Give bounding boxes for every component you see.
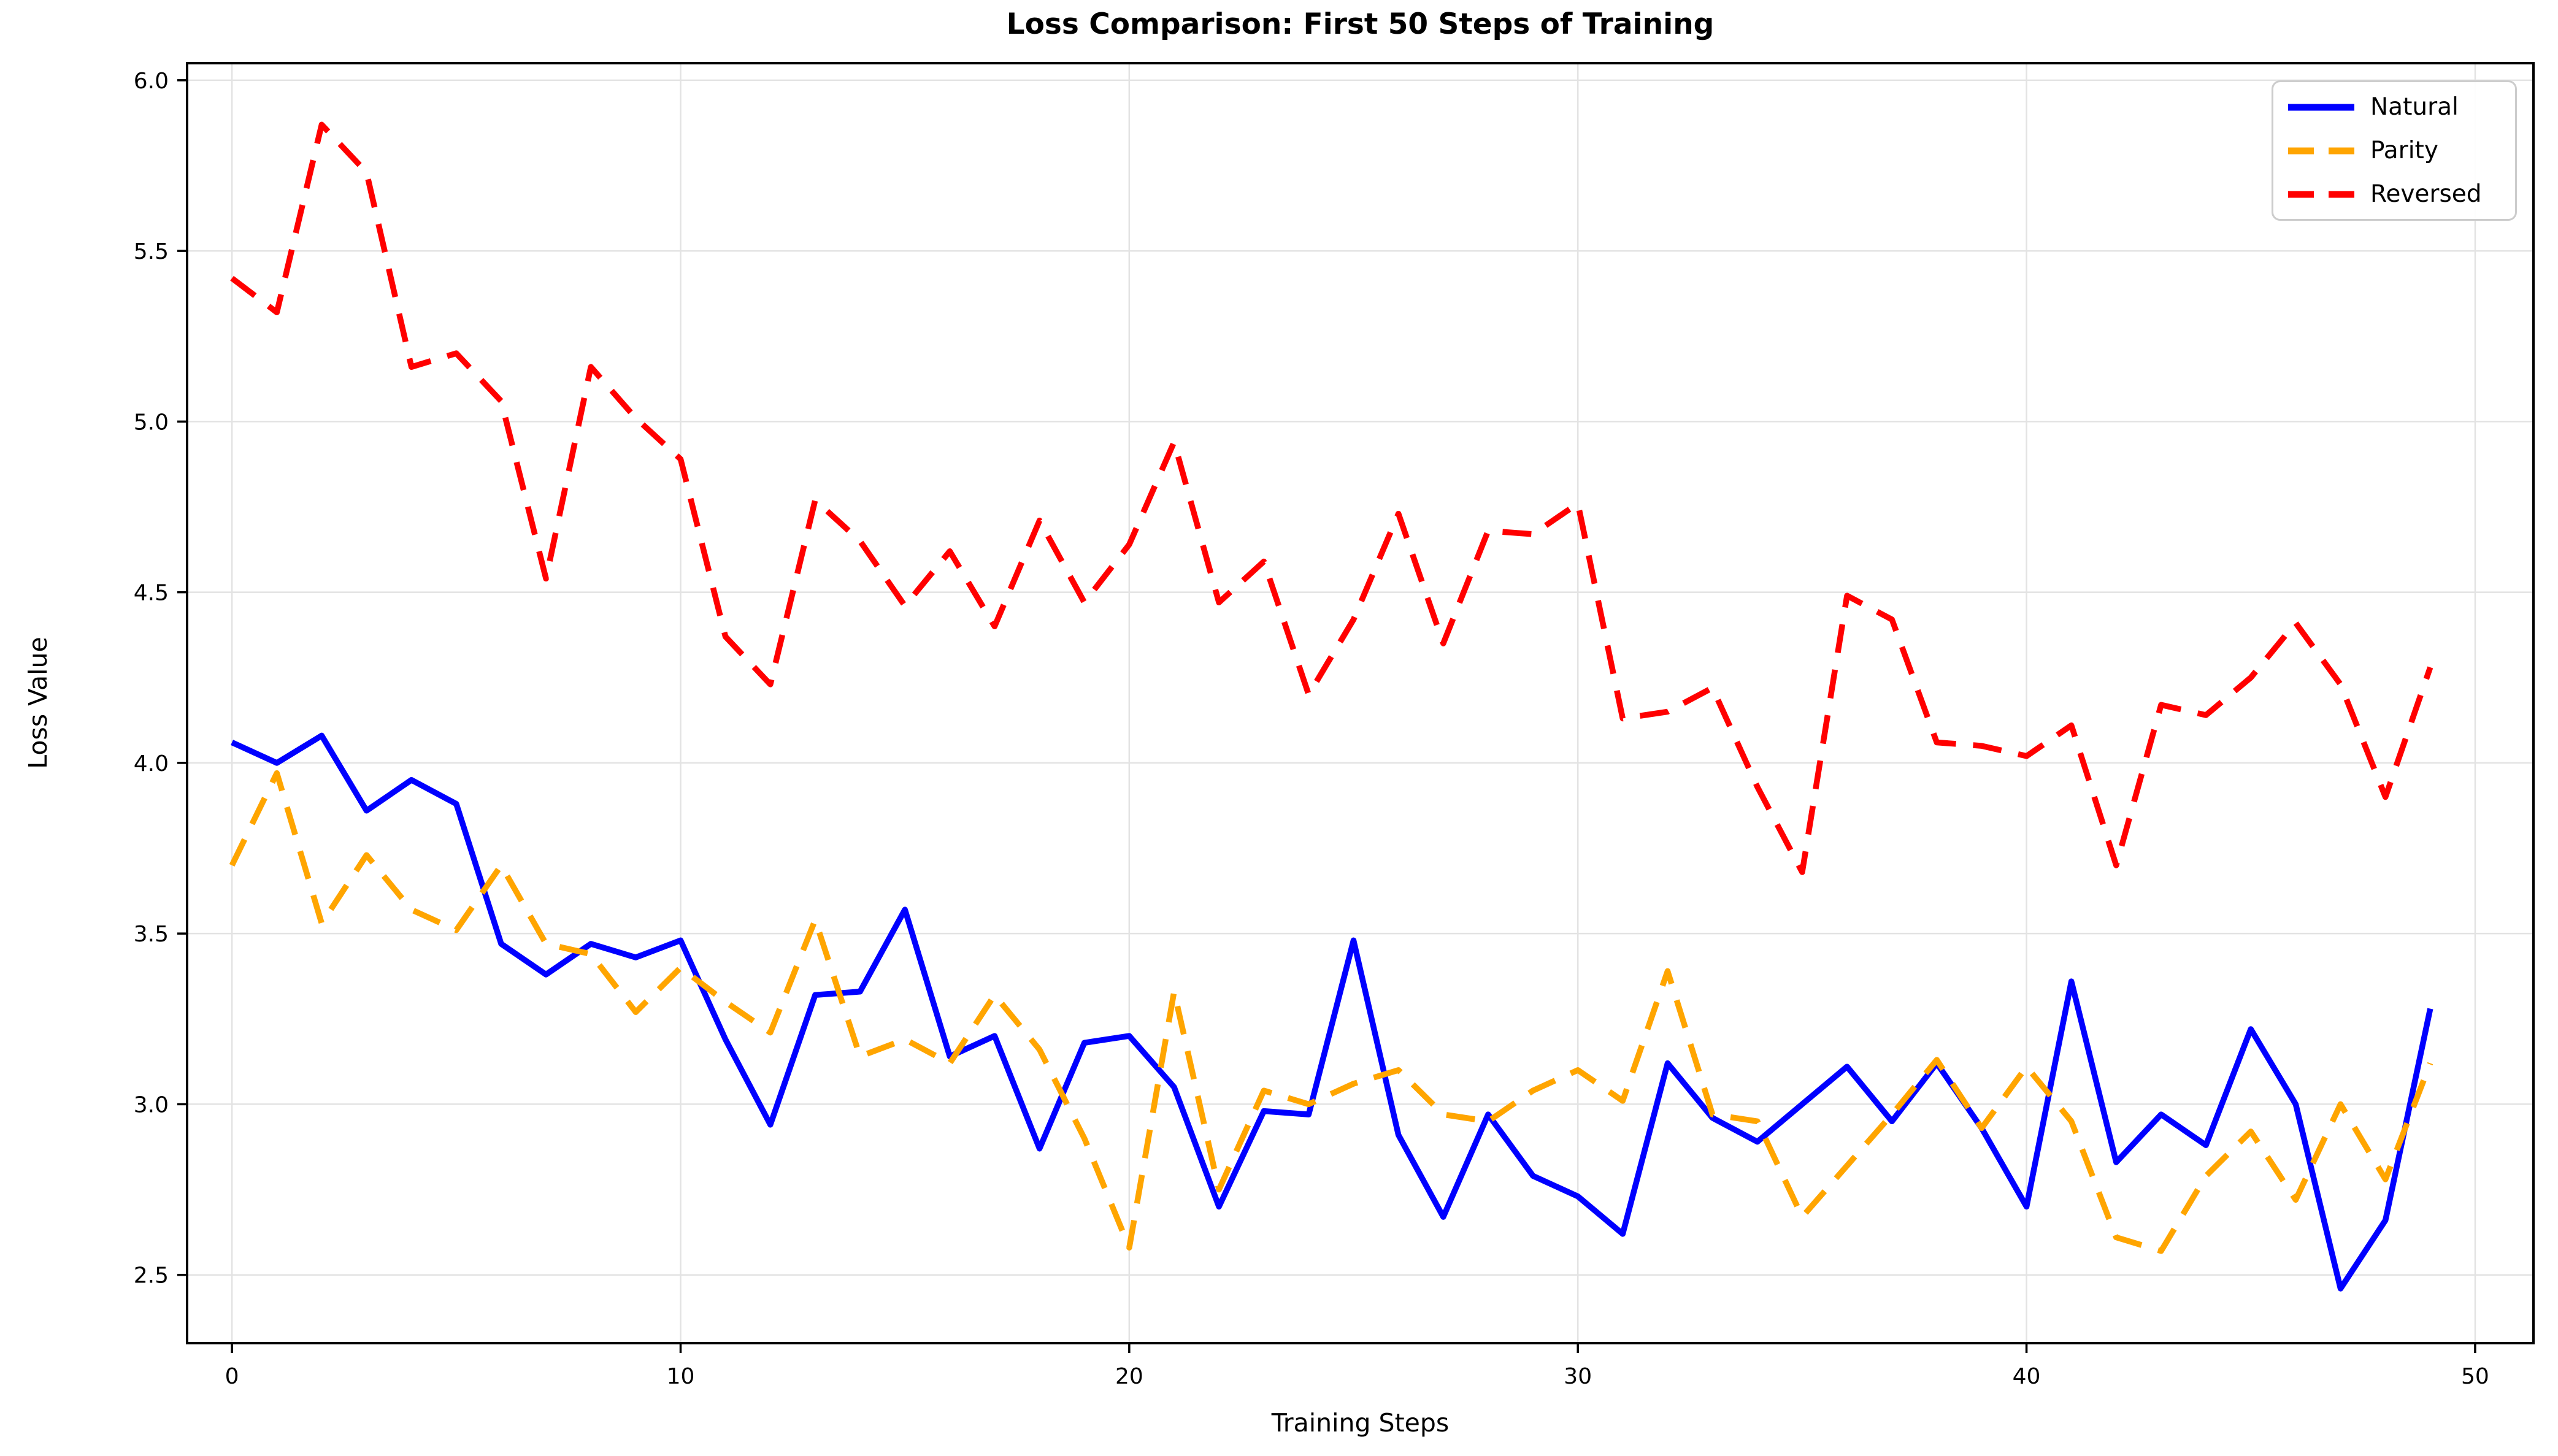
series-line-reversed — [230, 121, 2433, 875]
svg-text:10: 10 — [667, 1364, 695, 1389]
svg-text:40: 40 — [2013, 1364, 2041, 1389]
y-tick-labels: 2.5 3.0 3.5 4.0 4.5 5.0 5.5 6.0 — [134, 69, 169, 1289]
x-axis-label: Training Steps — [1271, 1408, 1450, 1438]
gridlines — [187, 63, 2533, 1343]
legend-label-reversed: Reversed — [2370, 180, 2482, 208]
legend-line-dashed-icon — [2288, 147, 2354, 154]
svg-text:4.0: 4.0 — [134, 751, 169, 776]
series-line-natural — [231, 732, 2433, 1292]
chart-title: Loss Comparison: First 50 Steps of Train… — [1006, 7, 1715, 41]
legend-label-parity: Parity — [2370, 137, 2438, 164]
svg-text:6.0: 6.0 — [134, 69, 169, 94]
svg-text:50: 50 — [2461, 1364, 2489, 1389]
legend-item-parity: Parity — [2287, 137, 2499, 164]
legend-label-natural: Natural — [2370, 93, 2459, 121]
svg-text:5.0: 5.0 — [134, 410, 169, 435]
x-tick-labels: 0 10 20 30 40 50 — [225, 1364, 2489, 1389]
svg-text:2.5: 2.5 — [134, 1263, 169, 1289]
tick-marks — [177, 79, 2476, 1353]
svg-text:5.5: 5.5 — [134, 239, 169, 264]
legend-line-solid-icon — [2288, 104, 2354, 110]
plot-frame — [186, 62, 2535, 1344]
legend-item-natural: Natural — [2287, 93, 2499, 121]
svg-text:20: 20 — [1115, 1364, 1143, 1389]
svg-text:4.5: 4.5 — [134, 581, 169, 606]
svg-text:3.0: 3.0 — [134, 1092, 169, 1117]
legend: Natural Parity Reversed — [2272, 80, 2517, 221]
svg-text:30: 30 — [1564, 1364, 1592, 1389]
y-axis-label: Loss Value — [23, 637, 53, 769]
series-line-parity — [229, 770, 2433, 1254]
svg-text:0: 0 — [225, 1364, 239, 1389]
svg-text:3.5: 3.5 — [134, 922, 169, 947]
legend-item-reversed: Reversed — [2287, 180, 2499, 208]
legend-line-dashed-icon — [2288, 191, 2354, 197]
